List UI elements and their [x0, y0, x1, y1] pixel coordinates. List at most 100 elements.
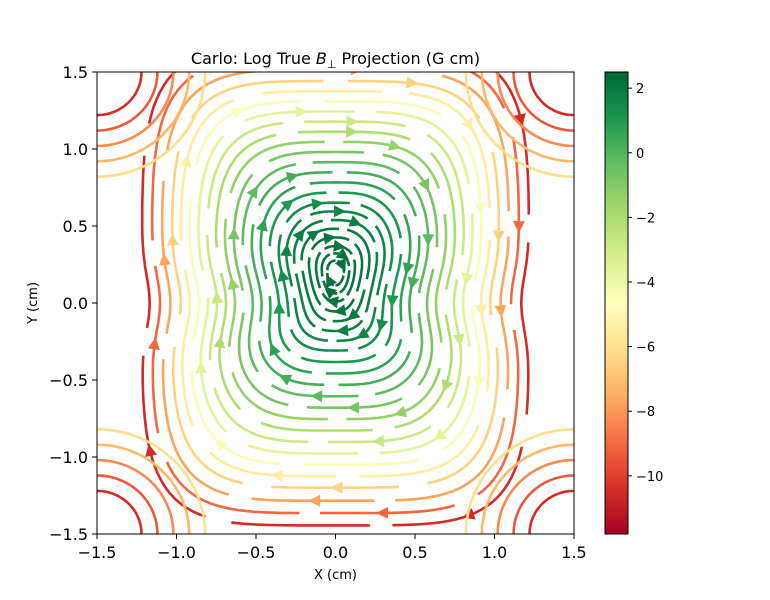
- streamline-arrow: [159, 253, 171, 266]
- streamline-segment: [477, 329, 520, 496]
- y-tick-label: 1.0: [63, 140, 88, 159]
- streamline-arrow: [295, 105, 308, 118]
- corner-streamline: [496, 72, 574, 148]
- corner-streamline: [97, 474, 159, 534]
- streamline-segment: [181, 269, 194, 427]
- y-tick-label: −1.5: [49, 525, 88, 544]
- streamline-arrow: [346, 115, 359, 128]
- corner-streamline: [97, 72, 143, 117]
- title-subscript: ⊥: [327, 58, 337, 71]
- streamline-segment: [231, 371, 328, 421]
- streamline-segment: [323, 100, 443, 117]
- streamline-arrow: [356, 327, 370, 339]
- streamline-segment: [376, 110, 471, 185]
- streamline-segment: [214, 133, 277, 248]
- streamline-segment: [335, 275, 345, 287]
- streamline-arrow: [452, 333, 465, 347]
- colorbar-tick-label: −10: [636, 470, 663, 485]
- x-tick-label: 0.5: [402, 543, 427, 562]
- y-tick-label: −1.0: [49, 448, 88, 467]
- streamline-segment: [395, 417, 506, 502]
- streamline-segment: [374, 313, 424, 396]
- streamline-segment: [190, 79, 324, 120]
- colorbar-tick-label: −4: [636, 276, 655, 291]
- streamline-arrow: [494, 304, 507, 318]
- x-axis-ticks: −1.5 −1.0 −0.5 0.0 0.5 1.0 1.5: [78, 534, 587, 562]
- streamline-arrow: [422, 234, 435, 247]
- streamline-segment: [260, 421, 373, 432]
- streamline-arrow: [213, 335, 226, 349]
- streamline-segment: [392, 446, 524, 527]
- streamline-segment: [338, 191, 402, 239]
- streamline-segment: [409, 72, 420, 73]
- streamline-arrow: [166, 233, 179, 246]
- streamline-arrow: [323, 232, 337, 245]
- streamline-segment: [309, 181, 396, 201]
- streamline-segment: [434, 214, 448, 343]
- streamline-arrow: [461, 272, 474, 286]
- streamline-segment: [353, 243, 364, 292]
- streamline-arrow: [433, 428, 447, 441]
- streamline-arrow: [333, 205, 346, 218]
- x-tick-label: −1.5: [78, 543, 117, 562]
- streamline-segment: [300, 353, 377, 364]
- streamline-arrow: [280, 243, 293, 257]
- colorbar-tick-label: −6: [636, 341, 655, 356]
- corner-streamline: [528, 489, 574, 534]
- streamline-segment: [346, 259, 357, 297]
- x-tick-label: −0.5: [237, 543, 276, 562]
- streamline-arrow: [310, 390, 323, 403]
- streamline-arrow: [371, 435, 385, 447]
- y-axis-ticks: −1.5 −1.0 −0.5 0.0 0.5 1.0 1.5: [49, 63, 97, 544]
- streamline-segment: [417, 268, 435, 386]
- x-tick-label: 1.5: [561, 543, 586, 562]
- streamline-arrow: [147, 337, 160, 351]
- streamline-arrow: [246, 185, 258, 199]
- streamline-segment: [289, 328, 348, 352]
- streamline-segment: [303, 458, 420, 467]
- streamline-arrow: [376, 506, 389, 519]
- streamline-arrow: [407, 276, 420, 290]
- title-symbol: B: [316, 49, 327, 68]
- corner-streamline: [464, 72, 574, 178]
- streamline-segment: [325, 259, 336, 271]
- streamline-arrow: [311, 198, 325, 211]
- corner-streamline: [528, 72, 574, 117]
- streamline-segment: [247, 444, 358, 455]
- streamline-arrow: [179, 154, 192, 168]
- streamline-segment: [237, 312, 289, 407]
- streamline-segment: [229, 140, 325, 194]
- streamline-arrow: [292, 228, 305, 243]
- streamline-arrow: [285, 172, 299, 184]
- corner-streamline: [480, 443, 574, 534]
- streamline-arrow: [145, 444, 157, 457]
- streamline-arrow: [348, 215, 362, 227]
- streamline-segment: [244, 265, 259, 373]
- streamline-arrow: [405, 76, 419, 89]
- x-tick-label: 1.0: [482, 543, 507, 562]
- streamline-segment: [359, 424, 480, 478]
- streamline-segment: [339, 270, 351, 294]
- streamline-arrow: [418, 178, 429, 192]
- streamline-arrow: [393, 405, 408, 417]
- streamline-arrow: [277, 269, 290, 282]
- streamline-arrow: [333, 239, 346, 252]
- streamline-segment: [207, 121, 284, 209]
- streamline-arrow: [376, 318, 389, 332]
- colorbar-tick-label: 0: [636, 147, 644, 162]
- streamline-arrow: [336, 324, 349, 337]
- streamline-arrow: [227, 227, 240, 240]
- streamline-segment: [429, 152, 457, 290]
- corner-streamline: [97, 489, 143, 534]
- x-tick-label: 0.0: [323, 543, 348, 562]
- streamline-segment: [346, 228, 371, 280]
- streamline-segment: [231, 521, 370, 527]
- streamline-segment: [325, 338, 403, 375]
- streamline-segment: [300, 227, 339, 261]
- streamline-arrow: [195, 361, 208, 374]
- corner-streamline: [464, 428, 574, 534]
- streamline-arrow: [278, 374, 293, 386]
- streamline-segment: [170, 151, 183, 315]
- colorbar-tick-label: 2: [636, 82, 644, 97]
